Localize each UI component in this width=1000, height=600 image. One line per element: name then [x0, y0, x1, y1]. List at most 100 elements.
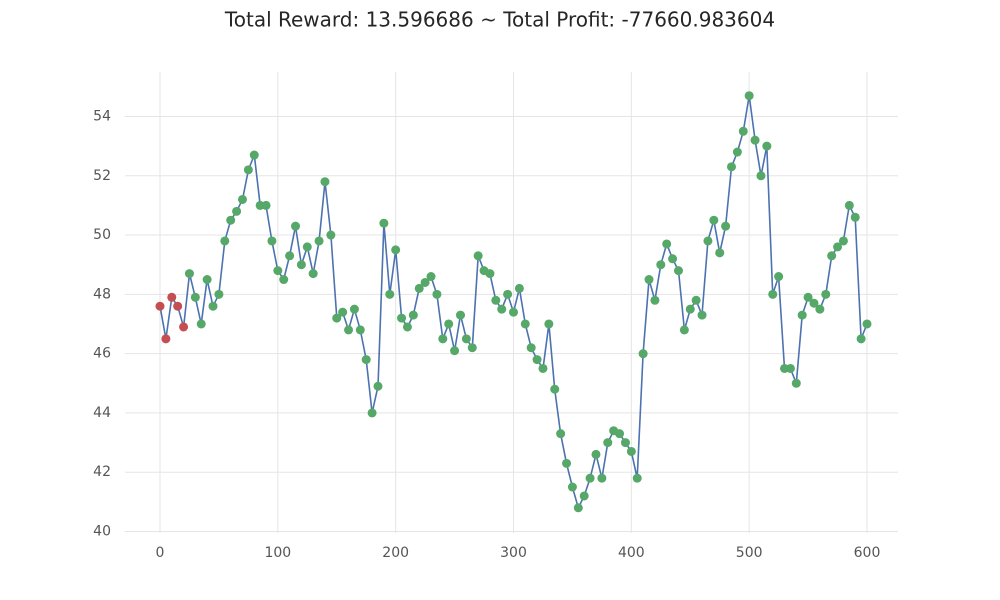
position-marker — [291, 221, 301, 231]
position-marker — [532, 355, 542, 365]
position-marker — [509, 307, 519, 317]
position-marker — [715, 248, 725, 258]
position-marker — [420, 277, 430, 287]
position-marker — [167, 292, 177, 302]
position-marker — [344, 325, 354, 335]
position-marker — [208, 301, 218, 311]
chart-title: Total Reward: 13.596686 ~ Total Profit: … — [224, 8, 775, 32]
position-marker — [261, 200, 271, 210]
position-marker — [491, 295, 501, 305]
position-marker — [326, 230, 336, 240]
position-marker — [567, 482, 577, 492]
position-marker — [285, 251, 295, 261]
position-marker — [308, 269, 318, 279]
position-marker — [196, 319, 206, 329]
y-tick-label: 48 — [93, 286, 111, 302]
position-marker — [526, 343, 536, 353]
position-marker — [520, 319, 530, 329]
y-tick-label: 42 — [93, 464, 111, 480]
position-marker — [785, 363, 795, 373]
position-marker — [202, 275, 212, 285]
position-marker — [821, 289, 831, 299]
position-marker — [361, 355, 371, 365]
position-marker — [179, 322, 189, 332]
x-tick-label: 0 — [156, 545, 165, 561]
position-marker — [726, 162, 736, 172]
position-marker — [703, 236, 713, 246]
position-marker — [497, 304, 507, 314]
position-marker — [414, 283, 424, 293]
position-marker — [709, 215, 719, 225]
position-marker — [402, 322, 412, 332]
position-marker — [738, 126, 748, 136]
position-marker — [597, 473, 607, 483]
position-marker — [450, 346, 460, 356]
position-marker — [844, 200, 854, 210]
position-marker — [338, 307, 348, 317]
position-marker — [650, 295, 660, 305]
position-marker — [544, 319, 554, 329]
position-marker — [573, 503, 583, 513]
position-marker — [797, 310, 807, 320]
position-marker — [367, 408, 377, 418]
position-marker — [791, 378, 801, 388]
position-marker — [514, 283, 524, 293]
position-marker — [408, 310, 418, 320]
position-marker — [438, 334, 448, 344]
position-marker — [591, 449, 601, 459]
position-marker — [379, 218, 389, 228]
position-marker — [579, 491, 589, 501]
y-tick-label: 46 — [93, 346, 111, 362]
position-marker — [815, 304, 825, 314]
x-tick-label: 100 — [264, 545, 291, 561]
position-marker — [768, 289, 778, 299]
position-marker — [397, 313, 407, 323]
position-marker — [538, 363, 548, 373]
position-marker — [585, 473, 595, 483]
position-marker — [455, 310, 465, 320]
position-marker — [833, 242, 843, 252]
position-marker — [668, 254, 678, 264]
position-marker — [732, 147, 742, 157]
position-marker — [615, 429, 625, 439]
position-marker — [320, 177, 330, 187]
y-tick-label: 44 — [93, 405, 111, 421]
y-tick-label: 52 — [93, 168, 111, 184]
position-marker — [673, 266, 683, 276]
position-marker — [656, 260, 666, 270]
position-marker — [226, 215, 236, 225]
position-marker — [697, 310, 707, 320]
position-marker — [391, 245, 401, 255]
position-marker — [503, 289, 513, 299]
y-tick-label: 40 — [93, 524, 111, 540]
x-tick-label: 400 — [618, 545, 645, 561]
position-marker — [214, 289, 224, 299]
position-marker — [556, 429, 566, 439]
position-marker — [432, 289, 442, 299]
position-marker — [243, 165, 253, 175]
position-marker — [279, 275, 289, 285]
position-marker — [750, 135, 760, 145]
position-marker — [332, 313, 342, 323]
position-marker — [355, 325, 365, 335]
position-marker — [721, 221, 731, 231]
position-marker — [220, 236, 230, 246]
position-marker — [473, 251, 483, 261]
position-marker — [632, 473, 642, 483]
x-tick-label: 600 — [854, 545, 881, 561]
position-marker — [461, 334, 471, 344]
position-marker — [249, 150, 259, 160]
position-marker — [349, 304, 359, 314]
position-marker — [302, 242, 312, 252]
position-marker — [803, 292, 813, 302]
x-tick-label: 500 — [736, 545, 763, 561]
position-marker — [838, 236, 848, 246]
position-marker — [237, 194, 247, 204]
position-marker — [467, 343, 477, 353]
position-marker — [485, 269, 495, 279]
x-tick-label: 200 — [382, 545, 409, 561]
position-marker — [662, 239, 672, 249]
position-marker — [184, 269, 194, 279]
position-marker — [626, 446, 636, 456]
x-tick-label: 300 — [500, 545, 527, 561]
